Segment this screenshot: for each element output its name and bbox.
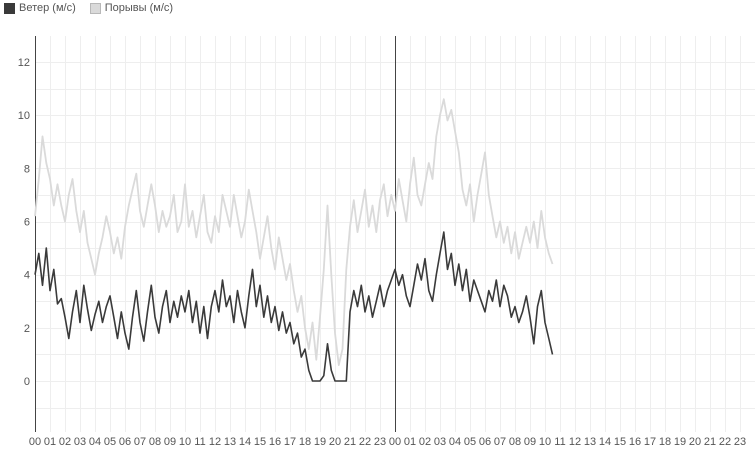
x-tick-label: 12 bbox=[209, 436, 221, 448]
legend-label-gusts: Порывы (м/с) bbox=[104, 2, 174, 14]
x-tick-label: 19 bbox=[674, 436, 686, 448]
x-tick-label: 17 bbox=[284, 436, 296, 448]
x-tick-label: 04 bbox=[449, 436, 461, 448]
y-tick-label: 2 bbox=[24, 323, 30, 335]
x-tick-label: 18 bbox=[299, 436, 311, 448]
x-tick-label: 16 bbox=[629, 436, 641, 448]
x-tick-label: 22 bbox=[719, 436, 731, 448]
y-tick-label: 4 bbox=[24, 270, 30, 282]
x-tick-label: 08 bbox=[509, 436, 521, 448]
x-tick-label: 18 bbox=[659, 436, 671, 448]
x-tick-label: 00 bbox=[389, 436, 401, 448]
x-tick-label: 01 bbox=[404, 436, 416, 448]
x-tick-label: 10 bbox=[539, 436, 551, 448]
legend-item-gusts[interactable]: Порывы (м/с) bbox=[89, 2, 174, 14]
x-tick-label: 01 bbox=[44, 436, 56, 448]
x-tick-label: 09 bbox=[164, 436, 176, 448]
legend: Ветер (м/с) Порывы (м/с) bbox=[4, 2, 173, 14]
series-lines bbox=[34, 98, 554, 382]
legend-swatch-wind bbox=[4, 2, 15, 14]
legend-label-wind: Ветер (м/с) bbox=[19, 2, 76, 14]
x-tick-label: 07 bbox=[494, 436, 506, 448]
x-tick-label: 21 bbox=[344, 436, 356, 448]
legend-swatch-gusts bbox=[89, 2, 101, 14]
axes bbox=[35, 36, 396, 432]
x-tick-label: 14 bbox=[239, 436, 251, 448]
y-tick-label: 10 bbox=[18, 110, 30, 122]
x-tick-label: 21 bbox=[704, 436, 716, 448]
x-tick-label: 13 bbox=[584, 436, 596, 448]
x-tick-label: 20 bbox=[329, 436, 341, 448]
y-tick-label: 6 bbox=[24, 217, 30, 229]
x-tick-label: 22 bbox=[359, 436, 371, 448]
x-tick-label: 11 bbox=[194, 436, 205, 448]
x-tick-label: 13 bbox=[224, 436, 236, 448]
series-line-wind bbox=[34, 231, 554, 382]
x-tick-label: 03 bbox=[434, 436, 446, 448]
x-tick-label: 12 bbox=[569, 436, 581, 448]
x-tick-label: 05 bbox=[104, 436, 116, 448]
x-tick-label: 16 bbox=[269, 436, 281, 448]
x-tick-label: 06 bbox=[119, 436, 131, 448]
x-tick-label: 15 bbox=[254, 436, 266, 448]
x-tick-label: 15 bbox=[614, 436, 626, 448]
x-tick-label: 20 bbox=[689, 436, 701, 448]
x-tick-label: 11 bbox=[554, 436, 565, 448]
x-tick-label: 19 bbox=[314, 436, 326, 448]
x-tick-label: 04 bbox=[89, 436, 101, 448]
x-tick-label: 09 bbox=[524, 436, 536, 448]
x-tick-label: 02 bbox=[59, 436, 71, 448]
x-tick-label: 23 bbox=[374, 436, 386, 448]
x-tick-label: 17 bbox=[644, 436, 656, 448]
y-tick-label: 12 bbox=[18, 57, 30, 69]
y-tick-label: 8 bbox=[24, 163, 30, 175]
legend-item-wind[interactable]: Ветер (м/с) bbox=[4, 2, 76, 14]
y-tick-label: 0 bbox=[24, 376, 30, 388]
x-tick-label: 14 bbox=[599, 436, 611, 448]
x-tick-label: 08 bbox=[149, 436, 161, 448]
x-tick-label: 10 bbox=[179, 436, 191, 448]
x-tick-label: 23 bbox=[734, 436, 746, 448]
x-tick-label: 07 bbox=[134, 436, 146, 448]
series-line-gusts bbox=[34, 98, 554, 366]
x-tick-label: 06 bbox=[479, 436, 491, 448]
x-tick-label: 00 bbox=[29, 436, 41, 448]
x-tick-label: 02 bbox=[419, 436, 431, 448]
x-tick-label: 05 bbox=[464, 436, 476, 448]
x-tick-label: 03 bbox=[74, 436, 86, 448]
